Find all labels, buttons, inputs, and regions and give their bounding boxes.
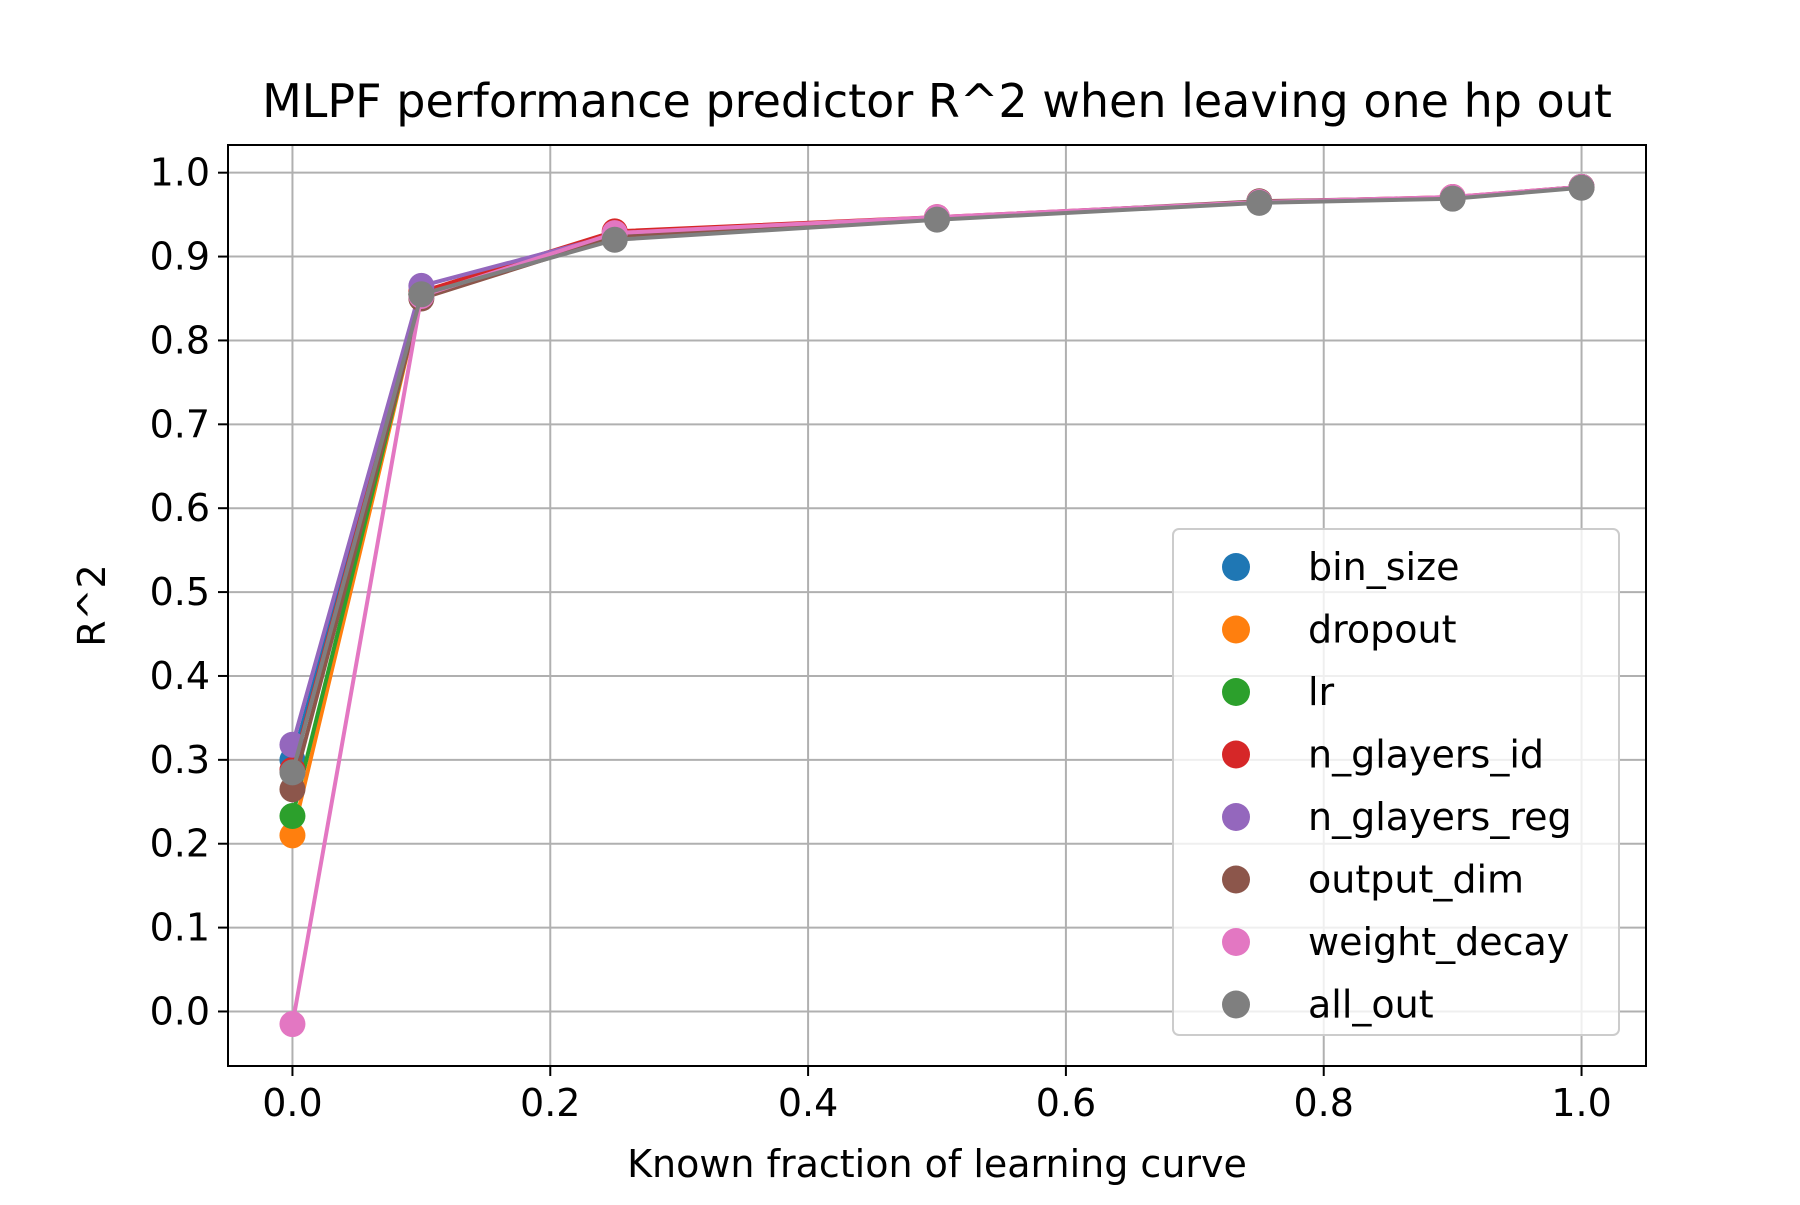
legend-marker bbox=[1222, 678, 1250, 706]
data-point bbox=[279, 803, 306, 830]
y-tick-label: 0.5 bbox=[150, 570, 210, 614]
data-point bbox=[408, 281, 435, 308]
legend-marker bbox=[1222, 740, 1250, 769]
series-layer bbox=[279, 173, 1595, 1038]
y-tick-label: 0.7 bbox=[150, 402, 210, 446]
data-point bbox=[1568, 174, 1595, 201]
data-point bbox=[601, 226, 628, 253]
x-tick-label: 1.0 bbox=[1551, 1081, 1611, 1125]
y-axis-label: R^2 bbox=[70, 564, 114, 646]
data-point bbox=[279, 759, 306, 786]
legend-item-dropout: dropout bbox=[1222, 608, 1457, 652]
ticks: 0.0 0.2 0.4 0.6 0.8 1.0 0.0 0.1 0.2 0.3 0.4 0.5 0.6 0… bbox=[150, 151, 1612, 1125]
x-tick-label: 0.8 bbox=[1294, 1081, 1354, 1125]
x-axis-label: Known fraction of learning curve bbox=[627, 1142, 1247, 1186]
y-tick-label: 0.1 bbox=[150, 906, 210, 950]
plot-frame bbox=[227, 144, 1647, 1067]
legend-marker bbox=[1222, 615, 1250, 644]
y-tick-label: 0.4 bbox=[150, 654, 210, 698]
series-all-out bbox=[279, 174, 1595, 786]
legend-label: all_out bbox=[1308, 983, 1434, 1027]
y-tick-label: 0.0 bbox=[150, 989, 210, 1033]
legend-item-n-glayers-reg: n_glayers_reg bbox=[1222, 795, 1572, 839]
legend-marker bbox=[1222, 865, 1250, 894]
chart-title: MLPF performance predictor R^2 when leav… bbox=[262, 74, 1612, 128]
y-tick-label: 0.8 bbox=[150, 318, 210, 362]
legend-item-all-out: all_out bbox=[1222, 983, 1434, 1027]
legend-item-weight-decay: weight_decay bbox=[1222, 920, 1569, 964]
legend-label: weight_decay bbox=[1308, 920, 1569, 964]
legend-item-output-dim: output_dim bbox=[1222, 858, 1524, 902]
legend-box bbox=[1172, 528, 1620, 1036]
y-tick-label: 0.6 bbox=[150, 486, 210, 530]
x-tick-label: 0.0 bbox=[262, 1081, 322, 1125]
legend-label: n_glayers_reg bbox=[1308, 795, 1572, 839]
data-point bbox=[924, 206, 950, 233]
y-tick-label: 0.2 bbox=[150, 822, 210, 866]
legend-marker bbox=[1222, 928, 1250, 956]
y-tick-label: 1.0 bbox=[150, 151, 210, 195]
legend-item-bin-size: bin_size bbox=[1222, 545, 1459, 589]
legend-item-lr: lr bbox=[1222, 670, 1335, 714]
legend-label: output_dim bbox=[1308, 858, 1524, 902]
legend-label: dropout bbox=[1308, 608, 1457, 652]
legend-label: n_glayers_id bbox=[1308, 733, 1544, 777]
y-tick-label: 0.3 bbox=[150, 738, 210, 782]
y-tick-label: 0.9 bbox=[150, 235, 210, 279]
legend-label: bin_size bbox=[1308, 545, 1459, 589]
data-point bbox=[279, 1011, 306, 1038]
x-tick-label: 0.2 bbox=[520, 1081, 580, 1125]
legend-item-n-glayers-id: n_glayers_id bbox=[1222, 733, 1544, 777]
data-point bbox=[279, 822, 306, 849]
legend-marker bbox=[1222, 803, 1250, 831]
legend-marker bbox=[1222, 990, 1250, 1019]
legend-marker bbox=[1222, 553, 1250, 581]
x-tick-label: 0.6 bbox=[1036, 1081, 1096, 1125]
x-tick-label: 0.4 bbox=[778, 1081, 838, 1125]
data-point bbox=[1246, 189, 1273, 216]
legend-label: lr bbox=[1308, 670, 1335, 714]
data-point bbox=[1439, 185, 1466, 212]
